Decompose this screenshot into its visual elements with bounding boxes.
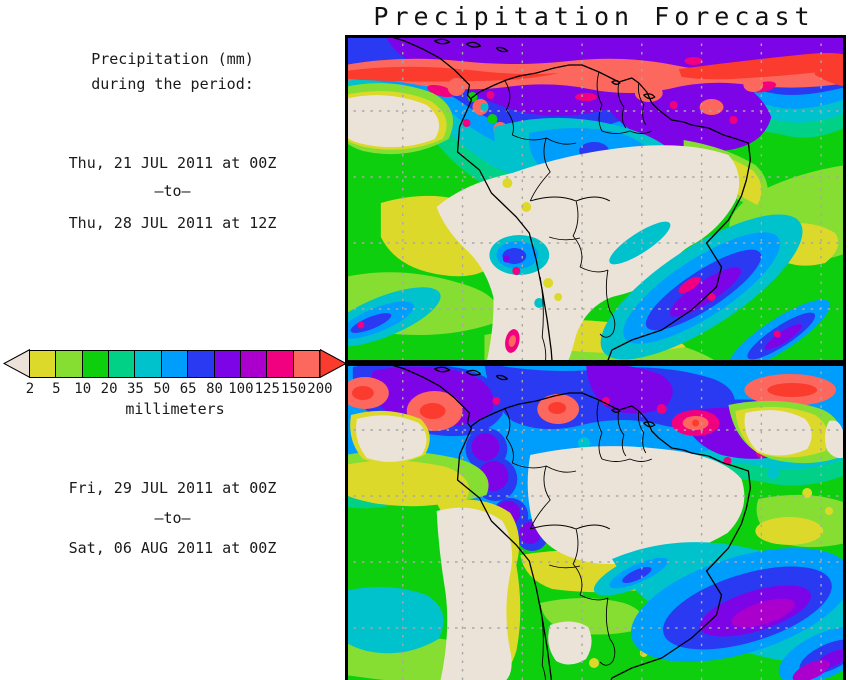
- color-swatch: [160, 350, 189, 378]
- map-frame-top: [345, 35, 846, 363]
- gridlines-top: [345, 35, 846, 363]
- scale-tick-label: 65: [179, 381, 197, 397]
- color-scale-swatches: [29, 349, 320, 378]
- map-panel-bottom: [345, 363, 846, 680]
- sidebar-heading-line2: during the period:: [91, 75, 254, 93]
- period1-separator: –to–: [154, 182, 191, 200]
- midlat-dry-group-bottom: [345, 400, 846, 680]
- scale-tick-label: 10: [74, 381, 92, 397]
- color-scale: [2, 349, 348, 378]
- color-scale-ticks: 2 5 10 20 35 50 65 80 100 125 150 200: [2, 381, 348, 399]
- overflow-arrow-shape: [320, 349, 348, 378]
- color-swatch: [266, 350, 294, 378]
- color-swatch: [81, 350, 110, 378]
- scale-tick-label: 2: [25, 381, 35, 397]
- scale-tick-label: 5: [52, 381, 61, 397]
- map-frame-bottom: [345, 363, 846, 680]
- scale-tick-label: 150: [280, 381, 307, 397]
- south-systems-group-bottom: [345, 542, 846, 680]
- south-systems-group-top: [345, 178, 831, 363]
- period2-separator: –to–: [154, 509, 191, 527]
- scale-tick-label: 100: [228, 381, 254, 397]
- color-swatch: [213, 350, 241, 378]
- sidebar-heading-line1: Precipitation (mm): [91, 50, 254, 68]
- scale-tick-label: 20: [100, 381, 118, 397]
- scale-overflow-arrow: [320, 349, 348, 378]
- scale-underflow-arrow: [2, 349, 30, 378]
- scale-tick-label: 200: [307, 381, 333, 397]
- period2-end: Sat, 06 AUG 2011 at 00Z: [68, 539, 277, 557]
- color-scale-unit: millimeters: [125, 400, 225, 418]
- color-swatch: [29, 350, 57, 378]
- period1-start: Thu, 21 JUL 2011 at 00Z: [68, 154, 277, 172]
- color-swatch: [292, 350, 320, 378]
- scale-tick-label: 50: [153, 381, 171, 397]
- scale-tick-label: 35: [127, 381, 144, 397]
- color-swatch: [239, 350, 268, 378]
- color-swatch: [108, 350, 136, 378]
- color-swatch: [187, 350, 215, 378]
- map-panel-top: [345, 35, 846, 363]
- scale-tick-label: 80: [206, 381, 223, 397]
- underflow-arrow-shape: [2, 349, 30, 378]
- color-swatch: [134, 350, 162, 378]
- color-swatch: [55, 350, 83, 378]
- scale-tick-label: 125: [254, 381, 280, 397]
- period2-start: Fri, 29 JUL 2011 at 00Z: [68, 479, 277, 497]
- page-title: Precipitation Forecast: [373, 2, 815, 31]
- period1-end: Thu, 28 JUL 2011 at 12Z: [68, 214, 277, 232]
